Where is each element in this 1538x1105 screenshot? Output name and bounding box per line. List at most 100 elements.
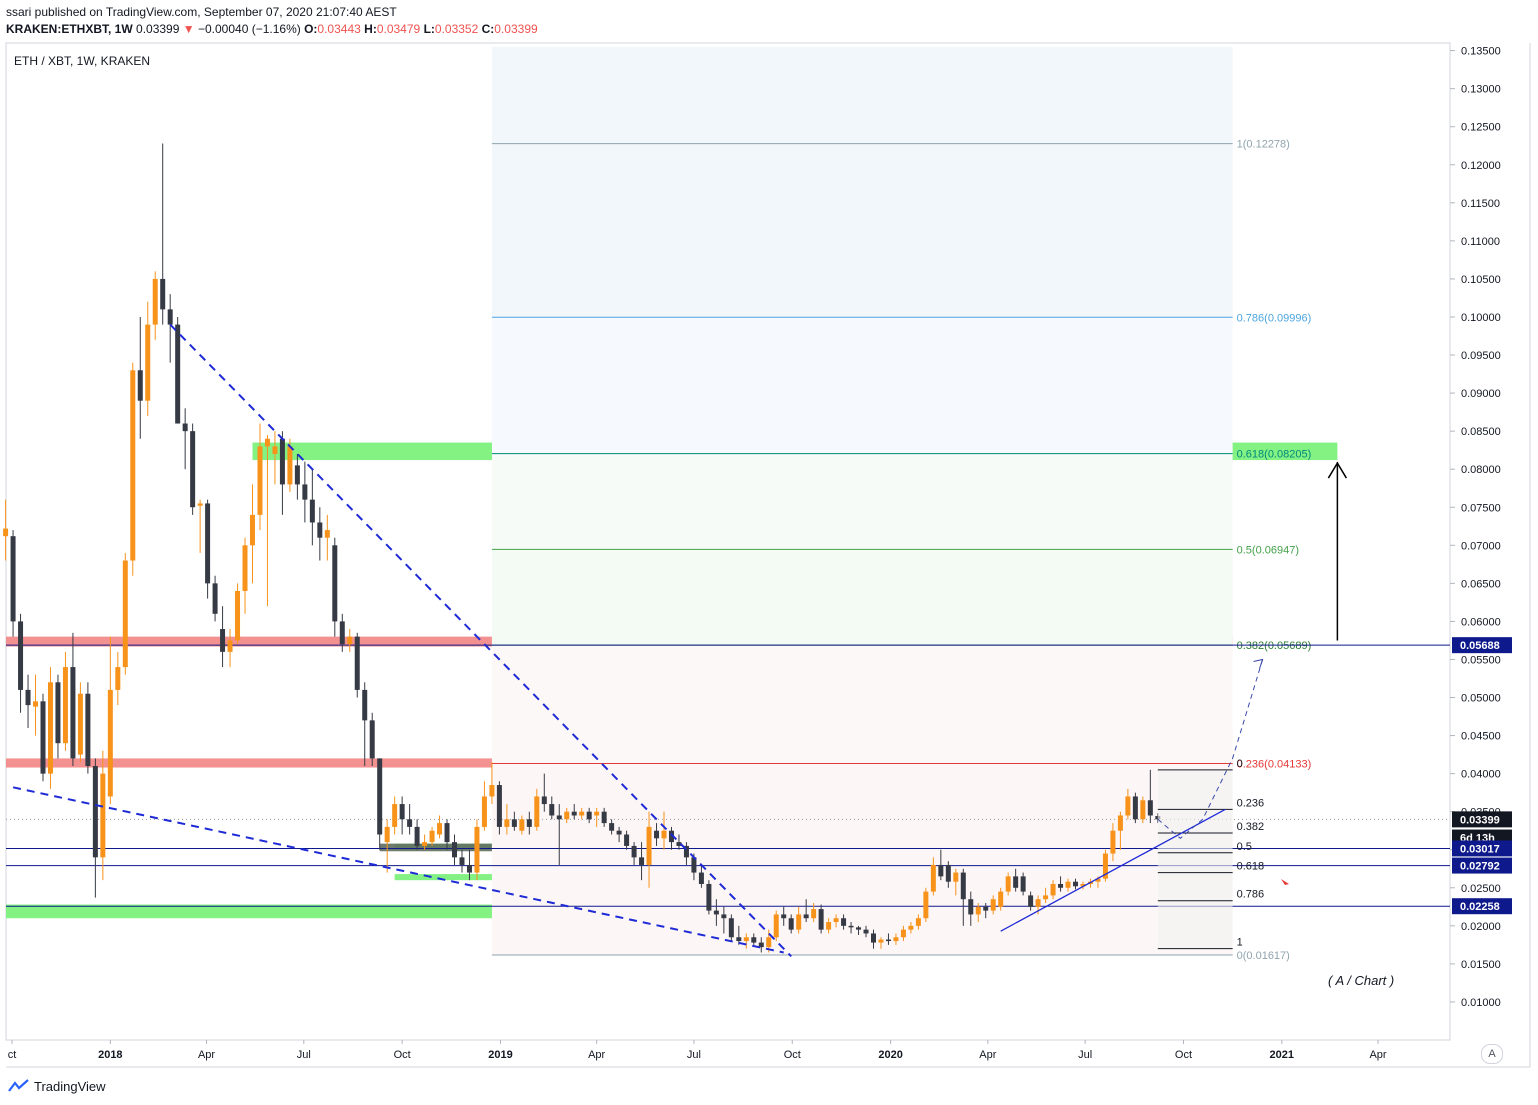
candle-body (85, 693, 91, 767)
x-axis-label: 2020 (878, 1049, 902, 1061)
low-label: L: (423, 22, 435, 36)
close-value: 0.03399 (494, 22, 538, 36)
candle-body (437, 823, 443, 835)
x-axis-label: Apr (588, 1049, 605, 1061)
candle-body (713, 910, 719, 915)
candle-body (639, 857, 645, 865)
x-axis-label: Jul (687, 1049, 701, 1061)
y-axis-label: 0.01500 (1461, 959, 1501, 971)
projection-arrowhead (1253, 658, 1264, 669)
candle-body (504, 819, 510, 827)
x-axis-label: Jul (1078, 1049, 1092, 1061)
candle-body (1065, 881, 1071, 888)
candle-body (70, 667, 76, 759)
y-axis-label: 0.04000 (1461, 769, 1501, 781)
candle-body (227, 640, 233, 652)
candle-body (1132, 796, 1138, 820)
candle-body (586, 811, 592, 820)
candle-body (212, 583, 218, 614)
candle-body (631, 845, 637, 858)
fib-extension-band (491, 645, 1233, 764)
candle-body (369, 720, 375, 759)
candle-body (556, 815, 562, 820)
candle-body (736, 937, 742, 942)
candle-body (1102, 853, 1108, 879)
candle-body (481, 796, 487, 827)
price-badge-label: 0.02258 (1460, 901, 1500, 913)
candle-body (294, 465, 300, 485)
projection-path (1157, 659, 1264, 839)
x-axis-label: 2021 (1270, 1049, 1294, 1061)
candle-body (444, 823, 450, 843)
candle-body (1005, 876, 1011, 892)
chart-annotation-tag: ( A / Chart ) (1328, 973, 1395, 988)
candle-body (1080, 883, 1086, 887)
candle-body (47, 682, 53, 774)
symbol-ohlc-bar: KRAKEN:ETHXBT, 1W 0.03399 ▼ −0.00040 (−1… (6, 22, 538, 36)
candle-body (474, 826, 480, 873)
candle-body (115, 667, 121, 690)
candle-body (197, 503, 203, 506)
candle-body (40, 701, 46, 774)
fib-extension-label: 1(0.12278) (1237, 139, 1290, 151)
candle-body (1035, 899, 1041, 907)
candle-body (414, 826, 420, 846)
candle-body (496, 785, 502, 827)
candle-body (938, 864, 944, 877)
candle-body (429, 830, 435, 843)
trendline (169, 323, 792, 957)
fib-extension-band (491, 763, 1233, 955)
close-label: C: (481, 22, 495, 36)
candle-body (1095, 878, 1101, 882)
price-badge (1452, 811, 1512, 828)
candle-body (1110, 830, 1116, 854)
candle-body (668, 830, 674, 843)
fib-extension-label: 0.382(0.05689) (1237, 640, 1312, 652)
trendline (1000, 808, 1226, 932)
candle-body (249, 514, 255, 546)
candle-body (579, 811, 585, 816)
change-arrow-icon: ▼ (182, 22, 195, 36)
y-axis-label: 0.01000 (1461, 997, 1501, 1009)
fib-extension-label: 0.786(0.09996) (1237, 312, 1312, 324)
candle-body (541, 796, 547, 805)
candle-body (235, 590, 241, 641)
candle-body (1028, 895, 1034, 907)
y-axis-label: 0.10000 (1461, 312, 1501, 324)
candle-body (511, 819, 517, 827)
candle-body (526, 819, 532, 827)
candle-body (272, 446, 278, 454)
candle-body (160, 278, 166, 310)
y-axis-label: 0.09500 (1461, 350, 1501, 362)
candle-body (466, 864, 472, 873)
candle-body (818, 909, 824, 930)
candle-body (826, 922, 832, 930)
candle-body (377, 758, 383, 835)
x-axis-label: ct (8, 1049, 17, 1061)
candle-body (3, 528, 9, 537)
candle-body (728, 918, 734, 938)
y-axis-label: 0.11500 (1461, 198, 1500, 210)
x-axis-label: Apr (1369, 1049, 1386, 1061)
candle-body (392, 804, 398, 827)
price-badge-label: 0.03017 (1460, 843, 1500, 855)
candle-body (930, 864, 936, 892)
fib-extension-band (491, 317, 1233, 454)
candle-body (968, 899, 974, 915)
fib-retracement-label: 0.236 (1237, 797, 1265, 809)
candle-body (62, 667, 68, 744)
x-axis-label: Oct (1175, 1049, 1192, 1061)
candle-body (721, 914, 727, 919)
candle-body (683, 845, 689, 858)
candle-body (384, 826, 390, 843)
auto-scale-button[interactable]: A (1481, 1044, 1503, 1064)
y-axis-label: 0.10500 (1461, 274, 1501, 286)
price-badge-label: 0.03399 (1460, 814, 1500, 826)
candle-body (145, 324, 151, 401)
candle-body (811, 909, 817, 919)
candle-body (205, 503, 211, 584)
candle-body (362, 689, 368, 721)
candle-body (758, 942, 764, 948)
y-axis-label: 0.13500 (1461, 46, 1501, 58)
